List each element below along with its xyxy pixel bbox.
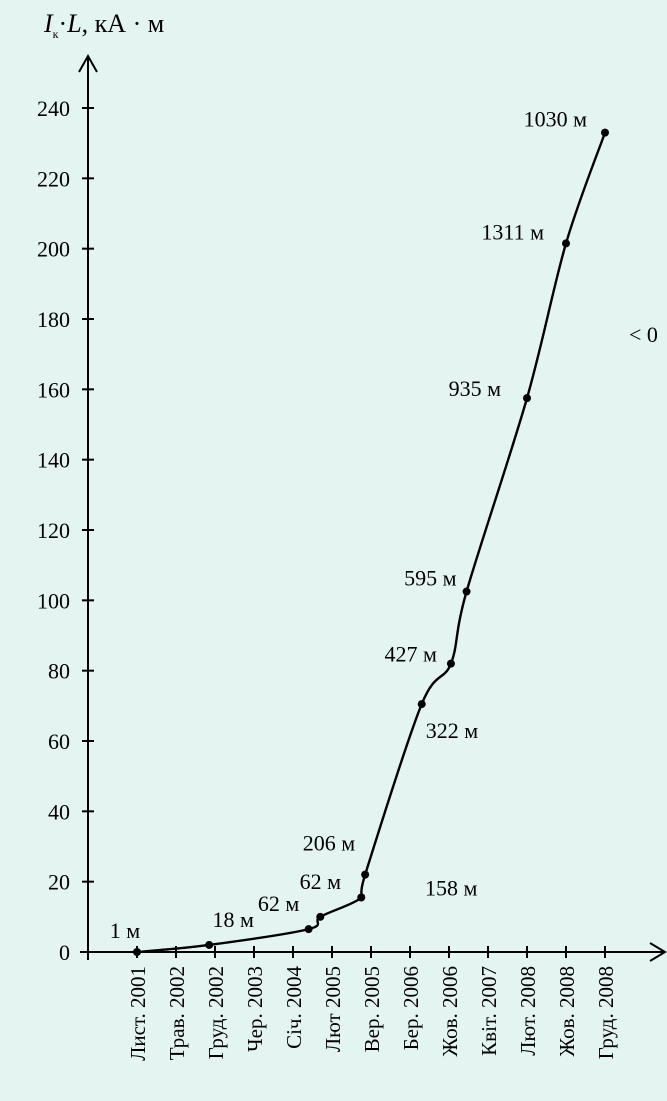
- data-points: [133, 128, 609, 956]
- y-tick-label: 120: [37, 518, 70, 543]
- x-tick-label: Бер. 2006: [399, 966, 423, 1050]
- y-ticks: 0 20 40 60 80 100 120 140 160 180 200 220 240: [37, 96, 94, 965]
- point-annotation: 1 м: [110, 918, 141, 943]
- y-tick-label: 0: [59, 940, 70, 965]
- y-tick-label: 20: [48, 870, 70, 895]
- point-annotation: 158 м: [425, 875, 478, 900]
- point-annotation: 935 м: [449, 376, 502, 401]
- data-point: [462, 587, 471, 596]
- y-tick-label: 100: [37, 588, 70, 613]
- series-line: [136, 132, 607, 954]
- x-tick-label: Чер. 2003: [243, 966, 267, 1052]
- x-tick-label: Січ. 2004: [282, 966, 306, 1049]
- side-note: < 0: [629, 322, 658, 347]
- x-tick-label: Лют. 2008: [516, 966, 540, 1056]
- point-annotation: 427 м: [385, 642, 438, 667]
- x-axis-arrow: [649, 942, 667, 962]
- data-point: [133, 948, 141, 956]
- y-tick-label: 40: [48, 799, 70, 824]
- y-tick-label: 60: [48, 729, 70, 754]
- data-point: [205, 940, 214, 949]
- data-point: [446, 659, 455, 668]
- x-tick-label: Лют 2005: [321, 966, 345, 1052]
- data-point: [601, 128, 609, 137]
- point-annotation: 206 м: [303, 831, 356, 856]
- y-tick-label: 200: [37, 237, 70, 262]
- point-annotation: 18 м: [212, 907, 254, 932]
- point-annotation: 322 м: [426, 718, 479, 743]
- y-tick-label: 80: [48, 659, 70, 684]
- x-tick-label: Вер. 2005: [360, 966, 384, 1052]
- y-axis-label: Iк·L, кА · м: [43, 9, 164, 41]
- x-tick-label: Лист. 2001: [126, 966, 150, 1061]
- y-axis-arrow: [78, 53, 98, 73]
- point-annotation: 595 м: [404, 566, 457, 591]
- x-tick-label: Трав. 2002: [165, 966, 189, 1060]
- y-tick-label: 160: [37, 377, 70, 402]
- y-tick-label: 220: [37, 166, 70, 191]
- y-tick-label: 180: [37, 307, 70, 332]
- x-tick-label: Жов. 2008: [555, 966, 579, 1057]
- y-tick-label: 140: [37, 448, 70, 473]
- x-ticks: Лист. 2001 Трав. 2002 Груд. 2002 Чер. 2003 С…: [126, 946, 618, 1061]
- point-annotation: 1311 м: [481, 219, 544, 244]
- data-point: [316, 912, 325, 921]
- point-annotation: 1030 м: [524, 107, 588, 132]
- x-tick-label: Груд. 2002: [204, 966, 228, 1059]
- point-annotation: 62 м: [258, 891, 300, 916]
- data-point: [417, 700, 426, 709]
- y-tick-label: 240: [37, 96, 70, 121]
- data-point: [361, 870, 370, 879]
- data-point: [562, 239, 570, 248]
- x-tick-label: Жов. 2006: [438, 966, 462, 1057]
- x-tick-label: Груд. 2008: [594, 966, 618, 1059]
- data-point: [523, 394, 531, 403]
- point-annotation: 62 м: [300, 869, 342, 894]
- data-point: [357, 893, 366, 902]
- data-point: [304, 925, 313, 934]
- x-tick-label: Квіт. 2007: [477, 966, 501, 1056]
